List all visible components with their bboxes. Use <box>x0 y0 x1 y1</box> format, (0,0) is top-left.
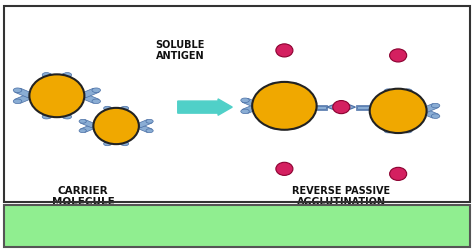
Polygon shape <box>80 120 97 128</box>
Polygon shape <box>80 94 99 103</box>
Polygon shape <box>281 118 299 128</box>
Ellipse shape <box>241 109 249 114</box>
Ellipse shape <box>370 89 427 133</box>
Ellipse shape <box>404 89 412 93</box>
Bar <box>393 111 402 124</box>
Polygon shape <box>113 107 128 116</box>
Polygon shape <box>385 89 401 99</box>
Ellipse shape <box>42 114 51 119</box>
Bar <box>52 96 62 110</box>
Ellipse shape <box>13 88 22 92</box>
Bar <box>52 82 62 96</box>
Polygon shape <box>420 109 438 118</box>
Polygon shape <box>80 124 97 132</box>
Bar <box>393 98 402 111</box>
Bar <box>112 126 120 138</box>
Bar <box>112 114 120 126</box>
Ellipse shape <box>270 83 278 87</box>
Ellipse shape <box>270 124 278 129</box>
Polygon shape <box>53 73 71 83</box>
Ellipse shape <box>252 82 317 130</box>
Bar <box>356 105 398 110</box>
Ellipse shape <box>384 129 392 133</box>
Bar <box>94 124 116 128</box>
Bar <box>258 103 284 108</box>
Polygon shape <box>270 83 288 93</box>
Bar <box>116 124 138 128</box>
Ellipse shape <box>276 44 293 57</box>
Bar <box>280 92 289 106</box>
Ellipse shape <box>390 49 407 62</box>
Ellipse shape <box>63 73 72 77</box>
Bar <box>280 103 289 108</box>
Polygon shape <box>281 83 299 93</box>
Polygon shape <box>80 88 99 98</box>
Ellipse shape <box>431 103 440 108</box>
Bar <box>356 106 369 109</box>
Polygon shape <box>43 73 61 83</box>
Ellipse shape <box>404 129 412 133</box>
Polygon shape <box>113 136 128 145</box>
Text: REVERSE PASSIVE AGGLUTINATION: REVERSE PASSIVE AGGLUTINATION <box>121 219 353 232</box>
Bar <box>284 105 327 110</box>
Polygon shape <box>327 102 356 113</box>
Ellipse shape <box>13 99 22 104</box>
Ellipse shape <box>384 89 392 93</box>
Polygon shape <box>136 120 152 128</box>
Ellipse shape <box>121 142 128 146</box>
Polygon shape <box>104 107 119 116</box>
Bar <box>52 93 62 98</box>
Polygon shape <box>395 122 411 132</box>
Ellipse shape <box>291 124 299 129</box>
Text: REVERSE PASSIVE
AGGLUTINATION: REVERSE PASSIVE AGGLUTINATION <box>292 186 391 207</box>
Polygon shape <box>104 136 119 145</box>
Ellipse shape <box>121 106 128 110</box>
Ellipse shape <box>390 167 407 180</box>
Polygon shape <box>43 108 61 118</box>
Bar <box>31 93 57 98</box>
Bar <box>112 124 120 128</box>
Ellipse shape <box>29 74 84 117</box>
Bar <box>314 106 326 109</box>
Ellipse shape <box>241 98 249 103</box>
Ellipse shape <box>291 83 299 87</box>
Ellipse shape <box>146 119 153 123</box>
Text: SOLUBLE
ANTIGEN: SOLUBLE ANTIGEN <box>155 40 205 61</box>
Ellipse shape <box>146 129 153 133</box>
Polygon shape <box>242 104 261 113</box>
Ellipse shape <box>42 73 51 77</box>
Ellipse shape <box>92 88 100 92</box>
Ellipse shape <box>333 101 350 114</box>
Bar <box>280 106 289 120</box>
FancyArrow shape <box>178 99 232 115</box>
Ellipse shape <box>104 106 111 110</box>
Polygon shape <box>15 94 34 103</box>
Polygon shape <box>15 88 34 98</box>
Ellipse shape <box>104 142 111 146</box>
Ellipse shape <box>93 108 139 144</box>
Ellipse shape <box>63 114 72 119</box>
Ellipse shape <box>276 162 293 175</box>
Ellipse shape <box>431 114 440 118</box>
Bar <box>57 93 83 98</box>
Bar <box>393 108 402 113</box>
FancyBboxPatch shape <box>4 205 470 247</box>
Polygon shape <box>242 98 261 108</box>
Polygon shape <box>270 118 288 128</box>
Polygon shape <box>385 122 401 132</box>
Ellipse shape <box>92 99 100 104</box>
Polygon shape <box>136 124 152 132</box>
Text: CARRIER
MOLECULE: CARRIER MOLECULE <box>52 186 114 207</box>
Polygon shape <box>395 89 411 99</box>
Bar <box>398 108 423 113</box>
Ellipse shape <box>79 129 86 133</box>
Polygon shape <box>53 108 71 118</box>
Ellipse shape <box>79 119 86 123</box>
Polygon shape <box>420 104 438 113</box>
